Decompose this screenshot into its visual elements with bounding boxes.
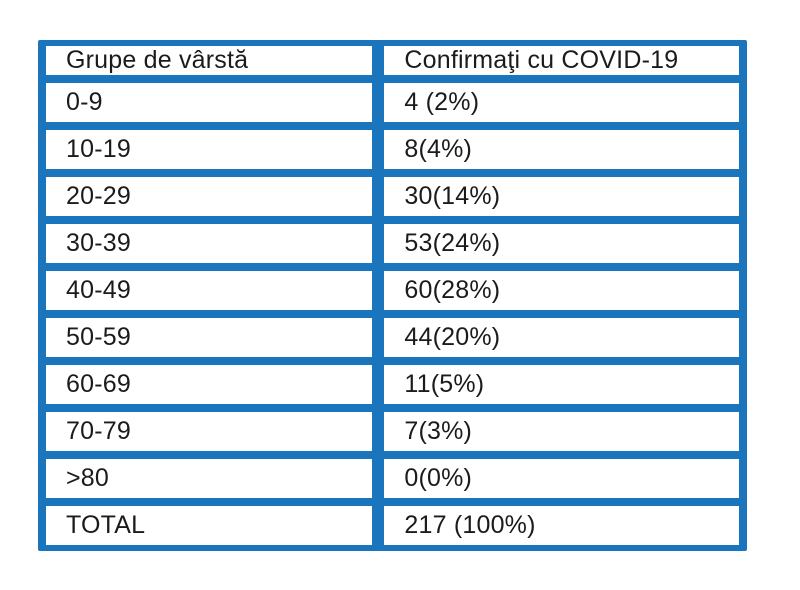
confirmed-cell: 44(20%) [378, 314, 745, 361]
age-group-cell: 30-39 [40, 220, 379, 267]
age-group-cell: 50-59 [40, 314, 379, 361]
table-row: 60-69 11(5%) [40, 361, 745, 408]
table-row: 50-59 44(20%) [40, 314, 745, 361]
header-age-groups: Grupe de vârstă [40, 42, 379, 79]
confirmed-cell: 8(4%) [378, 126, 745, 173]
total-value-cell: 217 (100%) [378, 502, 745, 549]
table-row: 10-19 8(4%) [40, 126, 745, 173]
age-group-cell: 0-9 [40, 79, 379, 126]
age-group-cell: 10-19 [40, 126, 379, 173]
confirmed-cell: 0(0%) [378, 455, 745, 502]
header-confirmed-covid: Confirmaţi cu COVID-19 [378, 42, 745, 79]
table-row: 20-29 30(14%) [40, 173, 745, 220]
age-group-cell: 40-49 [40, 267, 379, 314]
confirmed-cell: 30(14%) [378, 173, 745, 220]
confirmed-cell: 53(24%) [378, 220, 745, 267]
table-row-total: TOTAL 217 (100%) [40, 502, 745, 549]
confirmed-cell: 11(5%) [378, 361, 745, 408]
age-group-cell: >80 [40, 455, 379, 502]
table-row: 70-79 7(3%) [40, 408, 745, 455]
table-row: >80 0(0%) [40, 455, 745, 502]
age-group-cell: 70-79 [40, 408, 379, 455]
table-row: 40-49 60(28%) [40, 267, 745, 314]
confirmed-cell: 7(3%) [378, 408, 745, 455]
confirmed-cell: 60(28%) [378, 267, 745, 314]
age-group-cell: 60-69 [40, 361, 379, 408]
table-row: 0-9 4 (2%) [40, 79, 745, 126]
total-label-cell: TOTAL [40, 502, 379, 549]
confirmed-cell: 4 (2%) [378, 79, 745, 126]
table-header-row: Grupe de vârstă Confirmaţi cu COVID-19 [40, 42, 745, 79]
age-group-cell: 20-29 [40, 173, 379, 220]
covid-age-table: Grupe de vârstă Confirmaţi cu COVID-19 0… [38, 40, 747, 551]
table-row: 30-39 53(24%) [40, 220, 745, 267]
